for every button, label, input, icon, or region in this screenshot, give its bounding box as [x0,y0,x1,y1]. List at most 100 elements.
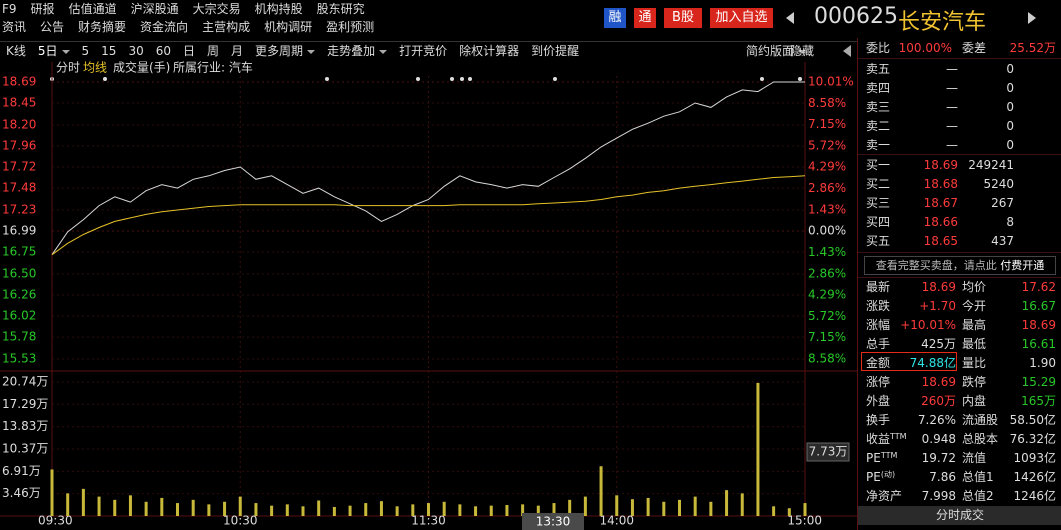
quote-cell: 18.69 [921,280,956,294]
button[interactable]: B股 [664,8,702,28]
quote-cell: 金额 [866,356,891,370]
paid-link[interactable]: 付费开通 [1000,259,1045,272]
y-tick-label: 17.23 [2,202,36,216]
event-marker[interactable] [103,77,107,81]
quote-cell: 买三 [866,196,891,210]
y-tick-label: 16.75 [2,245,36,259]
quote-cell: 1.90 [1029,356,1056,370]
event-marker[interactable] [325,77,329,81]
toolbar-item[interactable]: 打开竞价 [399,44,448,58]
toolbar-item[interactable]: K线 [6,44,26,58]
y2-tick-label: 5.72% [808,309,846,323]
quote-cell: 收益TTM [866,432,907,446]
quote-cell: 卖三 [866,100,891,114]
tab[interactable]: 机构持股 [254,2,303,16]
quote-row: PETTM 19.72 流值 1093亿 [858,449,1061,468]
hide-button[interactable]: 隐藏 [790,44,815,58]
event-marker[interactable] [450,77,454,81]
volume-bar [66,493,70,516]
tab[interactable]: 资金流向 [140,20,189,34]
quote-cell: 总值2 [962,489,994,503]
volume-bar [160,497,164,516]
quote-cell: 卖五 [866,62,891,76]
quote-cell: PE(动) [866,470,896,484]
tab[interactable]: 研报 [30,2,55,16]
collapse[interactable] [843,45,851,57]
event-marker[interactable] [798,77,802,81]
tab[interactable]: 主营构成 [202,20,251,34]
volume-tick-label: 20.74万 [2,375,48,389]
tab[interactable]: 股东研究 [316,2,365,16]
volume-bar [427,503,430,516]
event-marker[interactable] [460,77,464,81]
quote-row: 买二 18.68 5240 [858,175,1061,194]
toolbar-item[interactable]: 到价提醒 [531,44,580,58]
quote-cell: 7.26% [917,413,956,427]
tab[interactable]: 公告 [40,20,65,34]
y2-tick-label: 7.15% [808,117,846,131]
toolbar-item[interactable]: 5 [81,44,90,58]
quote-cell: 18.69 [1021,318,1056,332]
quote-cell: 最低 [962,337,987,351]
full-book-link[interactable]: 查看完整买卖盘，请点此 付费开通 [864,256,1056,275]
volume-bar [583,496,587,516]
volume-tick-label: 10.37万 [2,442,48,456]
toolbar-item[interactable]: 5日 [32,42,76,61]
tab[interactable]: 大宗交易 [192,2,241,16]
toolbar-item[interactable]: 60 [155,44,171,58]
quote-cell: 1426亿 [1013,470,1056,484]
tab[interactable]: 估值通道 [68,2,117,16]
tab[interactable]: 沪深股通 [130,2,179,16]
toolbar-item[interactable]: 15 [101,44,117,58]
tab[interactable]: F9 [2,2,17,16]
button[interactable]: 通 [634,8,656,28]
volume-bar [144,501,148,516]
toolbar-item[interactable]: 走势叠加 [321,42,393,61]
sub-tabs: 资讯 公告 财务摘要 资金流向 主营构成 机构调研 盈利预测 [2,18,388,36]
toolbar-item[interactable]: 更多周期 [249,42,321,61]
quote-row: 买四 18.66 8 [858,213,1061,232]
tab[interactable]: 资讯 [2,20,27,34]
y-tick-label: 18.20 [2,117,36,131]
cursor-time: 13:30 [536,515,571,529]
y-tick-label: 18.45 [2,96,36,110]
quote-row: 外盘 260万 内盘 165万 [858,392,1061,411]
volume-bar [223,501,227,516]
cursor-volume-box [806,442,850,462]
button[interactable]: 融 [604,8,626,28]
link-text: 查看完整买卖盘，请点此 [875,259,997,272]
button[interactable]: 加入自选 [710,8,773,28]
event-marker[interactable] [416,77,420,81]
quote-cell: 18.68 [923,177,958,191]
quote-cell: 249241 [968,158,1014,172]
x-tick-label: 09:30 [38,514,73,528]
trades-tab[interactable]: 分时成交 [858,506,1061,525]
price-line [51,81,805,255]
event-marker[interactable] [553,77,557,81]
quote-cell: 15.29 [1021,375,1056,389]
volume-bar [787,508,791,516]
event-marker[interactable] [468,77,472,81]
quote-cell: 18.69 [923,158,958,172]
layout-toggle[interactable]: 简约版面 [746,42,807,61]
prev-stock[interactable] [786,12,794,24]
toolbar-item[interactable]: 除权计算器 [459,44,520,58]
quote-row: 总手 425万 最低 16.61 [858,335,1061,354]
quote-cell: 均价 [962,280,987,294]
tab[interactable]: 财务摘要 [78,20,127,34]
volume-bar [615,495,619,516]
quote-cell: 最新 [866,280,891,294]
toolbar-item[interactable]: 日 [183,44,196,58]
volume-bar [709,501,713,516]
toolbar-item[interactable]: 月 [231,44,244,58]
quote-row: 买五 18.65 437 [858,232,1061,251]
toolbar-item[interactable]: 30 [128,44,144,58]
tab[interactable]: 机构调研 [264,20,313,34]
volume-bar [128,495,132,516]
event-marker[interactable] [760,77,764,81]
quote-panel: 查看完整买卖盘，请点此 付费开通 分时成交 委比 100.00% 委差 25.52万卖… [857,38,1061,530]
tab[interactable]: 盈利预测 [326,20,375,34]
next-stock[interactable] [1028,12,1036,24]
volume-bar [348,505,352,516]
toolbar-item[interactable]: 周 [207,44,220,58]
